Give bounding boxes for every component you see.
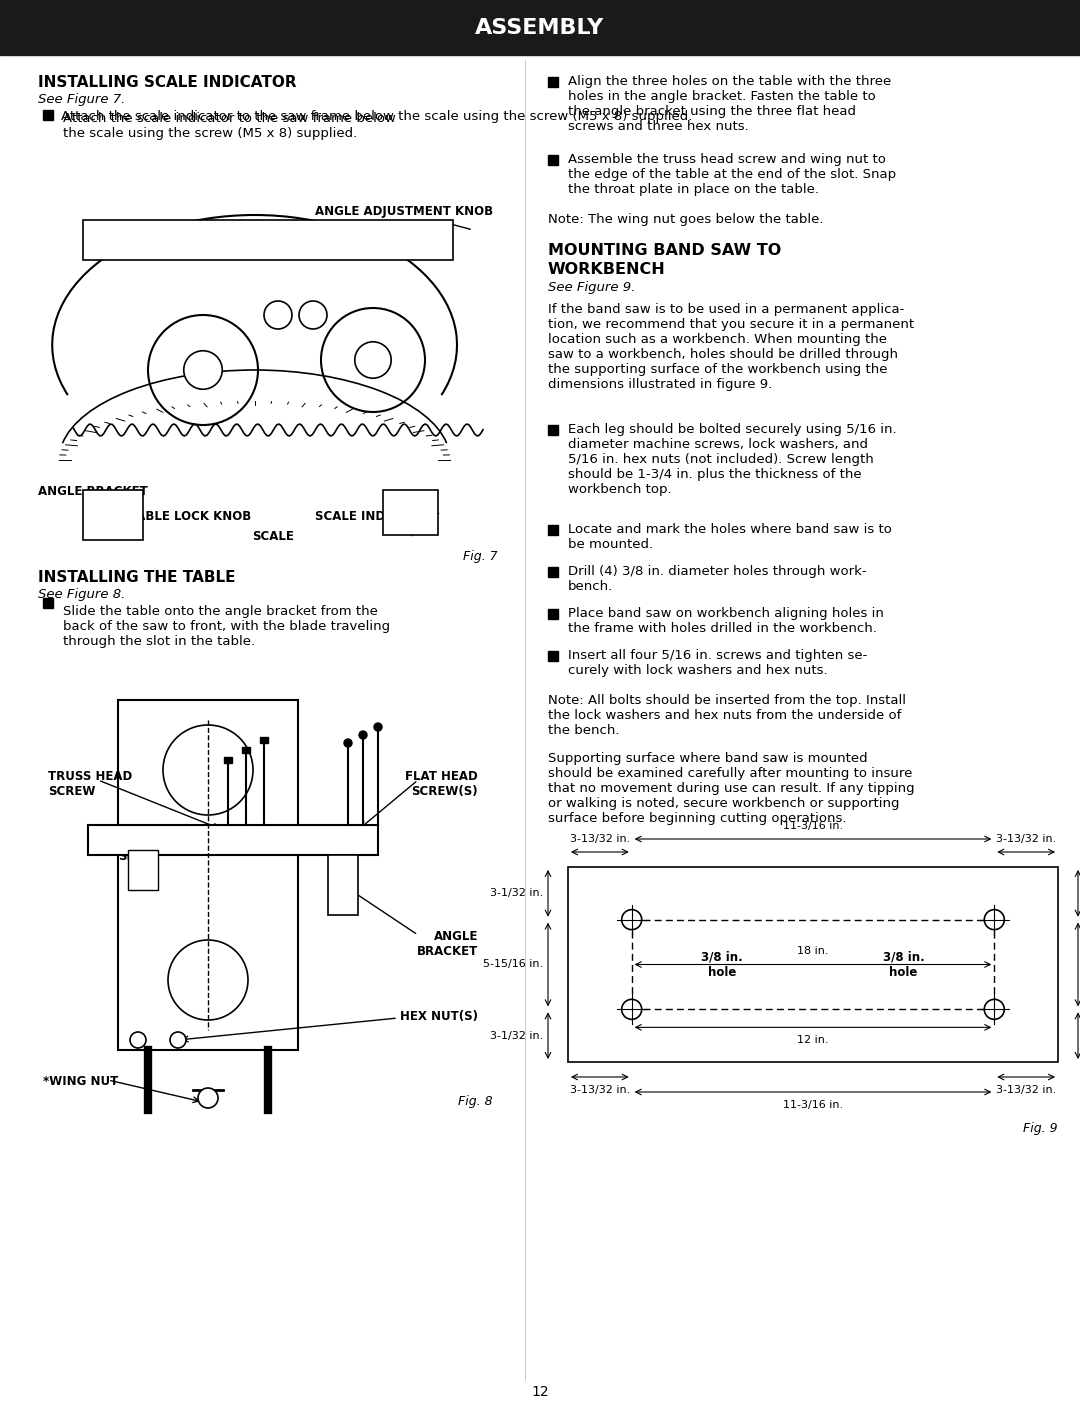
Circle shape [184,350,222,390]
Circle shape [984,1000,1004,1019]
Text: ANGLE
BRACKET: ANGLE BRACKET [417,930,478,958]
Text: SCALE INDICATOR: SCALE INDICATOR [315,510,433,523]
Text: INSTALLING THE TABLE: INSTALLING THE TABLE [38,571,235,585]
Text: Locate and mark the holes where band saw is to
be mounted.: Locate and mark the holes where band saw… [568,523,892,551]
Text: See Figure 7.: See Figure 7. [38,93,125,107]
Text: Insert all four 5/16 in. screws and tighten se-
curely with lock washers and hex: Insert all four 5/16 in. screws and tigh… [568,649,867,677]
Text: ANGLE ADJUSTMENT KNOB: ANGLE ADJUSTMENT KNOB [315,205,492,230]
Circle shape [622,910,642,930]
Text: 5-15/16 in.: 5-15/16 in. [483,959,543,970]
Text: SLOT: SLOT [118,850,152,864]
Text: MOUNTING BAND SAW TO: MOUNTING BAND SAW TO [548,243,781,258]
Circle shape [345,739,352,747]
Text: FLAT HEAD
SCREW(S): FLAT HEAD SCREW(S) [405,770,478,798]
Text: *WING NUT: *WING NUT [43,1075,118,1088]
Text: SCALE: SCALE [252,530,294,543]
Circle shape [359,730,367,739]
Bar [0,0,1080,55]
Text: If the band saw is to be used in a permanent applica-
tion, we recommend that yo: If the band saw is to be used in a perma… [548,303,914,391]
Bar [383,491,438,536]
Text: WORKBENCH: WORKBENCH [548,262,665,278]
Bar [87,824,378,855]
Text: See Figure 9.: See Figure 9. [548,280,635,294]
Text: Supporting surface where band saw is mounted
should be examined carefully after : Supporting surface where band saw is mou… [548,751,915,824]
Bar [548,156,558,165]
Text: 3-13/32 in.: 3-13/32 in. [996,1085,1056,1095]
Text: TRUSS HEAD
SCREW: TRUSS HEAD SCREW [48,770,132,798]
Text: See Figure 8.: See Figure 8. [38,587,125,601]
Bar [548,524,558,536]
Text: Attach the scale indicator to the saw frame below the scale using the screw (M5 : Attach the scale indicator to the saw fr… [60,109,692,123]
Text: Drill (4) 3/8 in. diameter holes through work-
bench.: Drill (4) 3/8 in. diameter holes through… [568,565,866,593]
Text: TABLE LOCK KNOB: TABLE LOCK KNOB [130,510,252,523]
Bar [260,737,268,743]
Text: Attach the scale indicator to the saw frame below
the scale using the screw (M5 : Attach the scale indicator to the saw fr… [63,112,396,140]
Text: ANGLE BRACKET: ANGLE BRACKET [38,485,148,498]
Circle shape [984,910,1004,930]
Circle shape [170,1032,186,1049]
Text: 3/8 in.
hole: 3/8 in. hole [702,951,743,979]
Circle shape [198,1088,218,1108]
Circle shape [321,308,426,412]
Bar [43,599,53,608]
Bar [129,850,158,890]
Bar [568,866,1058,1061]
Text: Fig. 7: Fig. 7 [463,550,498,564]
Text: 12: 12 [531,1385,549,1399]
Bar [328,855,357,916]
Text: HEX NUT(S): HEX NUT(S) [400,1009,478,1023]
Circle shape [264,301,292,329]
Text: ASSEMBLY: ASSEMBLY [475,18,605,38]
Text: 3-13/32 in.: 3-13/32 in. [570,834,630,844]
Bar [242,747,249,753]
Text: Assemble the truss head screw and wing nut to
the edge of the table at the end o: Assemble the truss head screw and wing n… [568,153,896,196]
Text: 3-1/32 in.: 3-1/32 in. [489,1030,543,1040]
Bar [83,491,143,540]
Bar [224,757,232,763]
Bar [83,220,453,259]
Text: 3-1/32 in.: 3-1/32 in. [489,889,543,899]
Circle shape [299,301,327,329]
Bar [548,425,558,435]
Text: Each leg should be bolted securely using 5/16 in.
diameter machine screws, lock : Each leg should be bolted securely using… [568,423,896,496]
Bar [548,608,558,620]
Text: 3/8 in.
hole: 3/8 in. hole [882,951,924,979]
Text: Place band saw on workbench aligning holes in
the frame with holes drilled in th: Place band saw on workbench aligning hol… [568,607,883,635]
Circle shape [163,725,253,815]
Circle shape [622,1000,642,1019]
Circle shape [355,342,391,379]
Bar [43,109,53,121]
Text: Fig. 8: Fig. 8 [458,1095,492,1108]
Bar [548,77,558,87]
Text: 11-3/16 in.: 11-3/16 in. [783,1101,843,1110]
Bar [548,651,558,660]
Circle shape [374,723,382,730]
Text: 3-13/32 in.: 3-13/32 in. [570,1085,630,1095]
Text: Note: The wing nut goes below the table.: Note: The wing nut goes below the table. [548,213,824,226]
Circle shape [130,1032,146,1049]
Bar [548,566,558,578]
Text: Note: All bolts should be inserted from the top. Install
the lock washers and he: Note: All bolts should be inserted from … [548,694,906,737]
Text: Fig. 9: Fig. 9 [1024,1122,1058,1136]
Text: 3-13/32 in.: 3-13/32 in. [996,834,1056,844]
Bar [118,700,298,1050]
Circle shape [168,939,248,1021]
Text: INSTALLING SCALE INDICATOR: INSTALLING SCALE INDICATOR [38,74,297,90]
Circle shape [148,315,258,425]
Text: Align the three holes on the table with the three
holes in the angle bracket. Fa: Align the three holes on the table with … [568,74,891,133]
Text: Slide the table onto the angle bracket from the
back of the saw to front, with t: Slide the table onto the angle bracket f… [63,606,390,648]
Text: 11-3/16 in.: 11-3/16 in. [783,822,843,831]
Text: 18 in.: 18 in. [797,946,828,956]
Text: 12 in.: 12 in. [797,1035,828,1046]
